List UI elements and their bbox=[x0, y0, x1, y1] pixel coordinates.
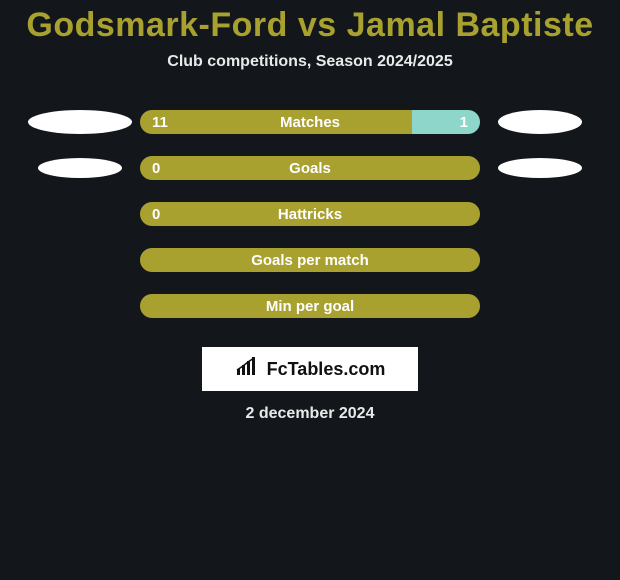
barchart-icon bbox=[235, 357, 261, 382]
stat-label: Hattricks bbox=[140, 206, 480, 223]
left-side bbox=[20, 158, 140, 178]
stat-value-left: 0 bbox=[152, 160, 160, 177]
right-side bbox=[480, 110, 600, 134]
player-ellipse-right bbox=[498, 158, 582, 178]
stat-row: Goals0 bbox=[0, 145, 620, 191]
stat-value-right: 1 bbox=[460, 114, 468, 131]
logo-box: FcTables.com bbox=[202, 347, 418, 391]
stat-row: Matches111 bbox=[0, 99, 620, 145]
stat-label: Goals per match bbox=[140, 252, 480, 269]
player-ellipse-left bbox=[38, 158, 122, 178]
logo-text: FcTables.com bbox=[267, 359, 386, 380]
left-side bbox=[20, 110, 140, 134]
player-ellipse-right bbox=[498, 110, 582, 134]
page-subtitle: Club competitions, Season 2024/2025 bbox=[0, 53, 620, 71]
stat-bar: Min per goal bbox=[140, 294, 480, 318]
stat-value-left: 0 bbox=[152, 206, 160, 223]
stat-bar: Matches111 bbox=[140, 110, 480, 134]
stats-rows: Matches111Goals0Hattricks0Goals per matc… bbox=[0, 99, 620, 329]
page-title: Godsmark-Ford vs Jamal Baptiste bbox=[0, 0, 620, 45]
stat-bar: Goals per match bbox=[140, 248, 480, 272]
stat-value-left: 11 bbox=[152, 114, 168, 131]
player-ellipse-left bbox=[28, 110, 132, 134]
stat-row: Min per goal bbox=[0, 283, 620, 329]
infographic-container: Godsmark-Ford vs Jamal Baptiste Club com… bbox=[0, 0, 620, 580]
stat-bar: Hattricks0 bbox=[140, 202, 480, 226]
stat-label: Matches bbox=[140, 114, 480, 131]
date-text: 2 december 2024 bbox=[0, 405, 620, 423]
right-side bbox=[480, 158, 600, 178]
stat-bar: Goals0 bbox=[140, 156, 480, 180]
stat-row: Hattricks0 bbox=[0, 191, 620, 237]
stat-label: Goals bbox=[140, 160, 480, 177]
stat-label: Min per goal bbox=[140, 298, 480, 315]
stat-row: Goals per match bbox=[0, 237, 620, 283]
